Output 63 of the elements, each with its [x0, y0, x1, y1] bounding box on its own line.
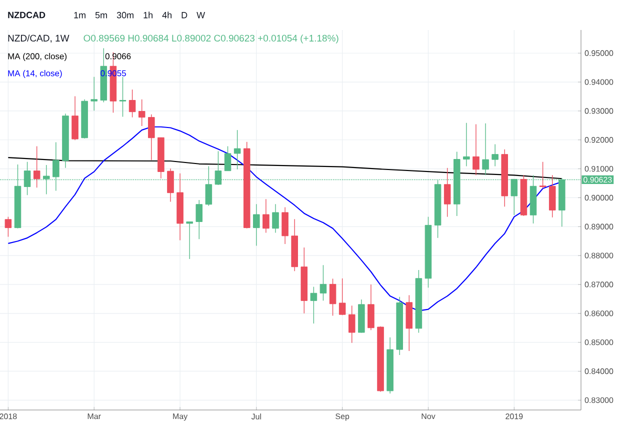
- candlestick: [253, 204, 260, 246]
- candlestick: [119, 76, 126, 118]
- y-tick-label: 0.94000: [584, 79, 614, 85]
- candlestick: [463, 122, 470, 167]
- text: W: [196, 12, 206, 18]
- x-tick-label: 2019: [506, 414, 523, 420]
- text: MA (14, close): [8, 70, 62, 78]
- candlestick: [282, 206, 288, 244]
- x-tick-label: Jul: [251, 414, 261, 420]
- candlestick: [167, 168, 174, 202]
- x-tick-label: Mar: [88, 414, 101, 420]
- candlestick: [186, 221, 193, 260]
- text: 1m: [74, 12, 86, 18]
- x-tick-label: 2018: [0, 414, 17, 420]
- chart-subtitle: NZD/CAD, 1W: [8, 34, 70, 43]
- text: 30m: [116, 12, 134, 18]
- candlestick: [338, 278, 346, 316]
- candlestick: [348, 305, 356, 344]
- candlestick: [482, 123, 489, 176]
- candlestick: [444, 168, 451, 218]
- y-tick-label: 0.88000: [584, 252, 614, 258]
- text: 5m: [95, 12, 107, 18]
- y-tick-label: 0.91000: [584, 166, 614, 172]
- candlestick: [548, 174, 556, 218]
- chart-title: NZDCAD: [8, 12, 46, 18]
- x-tick-label: Nov: [422, 414, 436, 420]
- x-tick-label: Sep: [336, 414, 350, 421]
- annotation: O0.89569 H0.90684 L0.89002 C0.90623 +0.01054 (+1.18%): [84, 34, 338, 44]
- y-tick-label: 0.87000: [584, 282, 614, 288]
- text: MA (200, close): [8, 53, 67, 61]
- candlestick: [492, 144, 498, 167]
- y-tick-label: 0.84000: [584, 368, 614, 374]
- candlestick: [262, 198, 270, 234]
- candlestick: [272, 204, 279, 234]
- y-tick-label: 0.86000: [584, 310, 614, 316]
- candlestick: [310, 286, 318, 324]
- candlestick: [72, 96, 78, 141]
- candlestick: [138, 99, 146, 126]
- ref-line-label: 0.90623: [584, 176, 612, 183]
- text: 4h: [162, 12, 172, 18]
- candlestick: [472, 124, 480, 176]
- text: D: [182, 12, 188, 18]
- x-tick-label: May: [173, 414, 188, 421]
- y-tick-label: 0.95000: [584, 50, 614, 56]
- candlestick: [148, 114, 155, 160]
- text: 1h: [144, 12, 152, 18]
- y-tick-label: 0.89000: [584, 224, 614, 230]
- y-tick-label: 0.90000: [584, 194, 614, 201]
- candlestick: [320, 264, 327, 302]
- candlestick: [4, 216, 12, 238]
- candlestick: [329, 278, 336, 316]
- candlestick: [539, 162, 546, 189]
- candlestick: [90, 76, 98, 112]
- y-tick-label: 0.92000: [584, 137, 614, 143]
- candlestick: [196, 200, 203, 240]
- y-tick-label: 0.83000: [584, 397, 614, 403]
- candlestick: [128, 89, 136, 118]
- candlestick: [33, 146, 40, 188]
- y-tick-label: 0.93000: [584, 108, 614, 114]
- candlestick: [368, 284, 374, 331]
- candlestick: [224, 146, 232, 172]
- y-tick-label: 0.85000: [584, 339, 614, 346]
- candlestick: [234, 130, 241, 170]
